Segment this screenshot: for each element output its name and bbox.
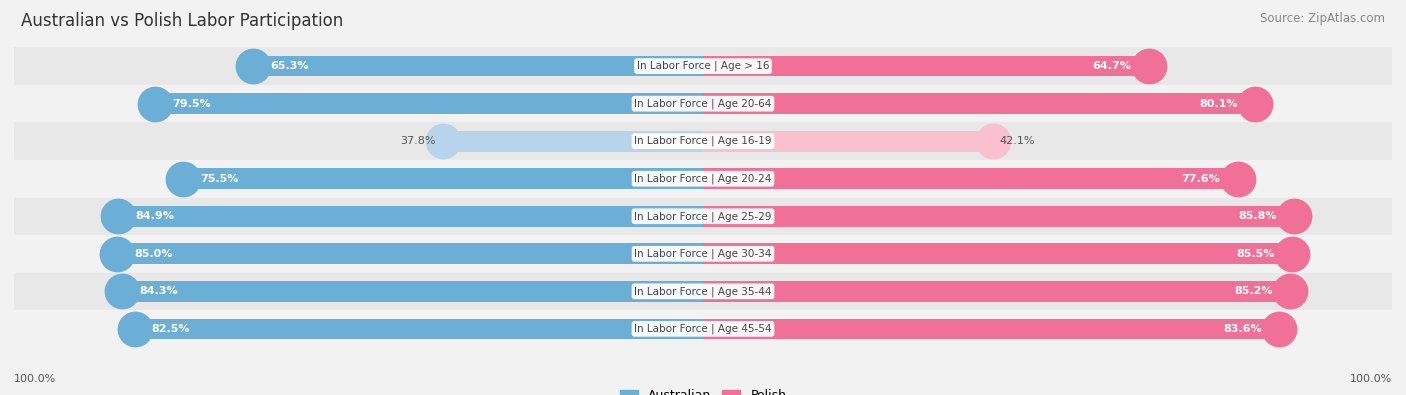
Text: 85.8%: 85.8%	[1239, 211, 1277, 221]
Text: 80.1%: 80.1%	[1199, 99, 1237, 109]
Bar	[14, 47, 1392, 85]
Text: 85.2%: 85.2%	[1234, 286, 1272, 296]
Text: 84.9%: 84.9%	[135, 211, 174, 221]
Bar	[122, 281, 703, 302]
Bar	[443, 131, 703, 152]
Bar	[183, 168, 703, 189]
Text: In Labor Force | Age 25-29: In Labor Force | Age 25-29	[634, 211, 772, 222]
Bar	[14, 85, 1392, 122]
Bar	[118, 206, 703, 227]
Bar	[253, 56, 703, 77]
Bar	[135, 318, 703, 339]
Bar	[703, 243, 1292, 264]
Text: 83.6%: 83.6%	[1223, 324, 1261, 334]
Bar	[14, 160, 1392, 198]
Bar	[703, 56, 1149, 77]
Bar	[14, 273, 1392, 310]
Bar	[703, 168, 1237, 189]
Bar	[14, 198, 1392, 235]
Bar	[14, 310, 1392, 348]
Text: 42.1%: 42.1%	[1000, 136, 1035, 146]
Text: 37.8%: 37.8%	[401, 136, 436, 146]
Text: 100.0%: 100.0%	[14, 374, 56, 384]
Bar	[14, 122, 1392, 160]
Bar	[703, 206, 1294, 227]
Text: 85.5%: 85.5%	[1236, 249, 1275, 259]
Bar	[155, 93, 703, 114]
Text: In Labor Force | Age 20-64: In Labor Force | Age 20-64	[634, 98, 772, 109]
Text: In Labor Force | Age 35-44: In Labor Force | Age 35-44	[634, 286, 772, 297]
Text: 82.5%: 82.5%	[152, 324, 190, 334]
Text: In Labor Force | Age 30-34: In Labor Force | Age 30-34	[634, 248, 772, 259]
Text: 64.7%: 64.7%	[1092, 61, 1132, 71]
Text: In Labor Force | Age 16-19: In Labor Force | Age 16-19	[634, 136, 772, 147]
Text: 84.3%: 84.3%	[139, 286, 179, 296]
Text: In Labor Force | Age 20-24: In Labor Force | Age 20-24	[634, 173, 772, 184]
Text: 79.5%: 79.5%	[173, 99, 211, 109]
Bar	[703, 93, 1254, 114]
Bar	[703, 131, 993, 152]
Text: In Labor Force | Age > 16: In Labor Force | Age > 16	[637, 61, 769, 71]
Text: 85.0%: 85.0%	[135, 249, 173, 259]
Bar	[14, 235, 1392, 273]
Text: Australian vs Polish Labor Participation: Australian vs Polish Labor Participation	[21, 12, 343, 30]
Text: 75.5%: 75.5%	[200, 174, 239, 184]
Text: 77.6%: 77.6%	[1181, 174, 1220, 184]
Text: 65.3%: 65.3%	[270, 61, 309, 71]
Bar	[703, 318, 1279, 339]
Bar	[117, 243, 703, 264]
Text: Source: ZipAtlas.com: Source: ZipAtlas.com	[1260, 12, 1385, 25]
Legend: Australian, Polish: Australian, Polish	[614, 384, 792, 395]
Text: In Labor Force | Age 45-54: In Labor Force | Age 45-54	[634, 324, 772, 334]
Bar	[703, 281, 1289, 302]
Text: 100.0%: 100.0%	[1350, 374, 1392, 384]
